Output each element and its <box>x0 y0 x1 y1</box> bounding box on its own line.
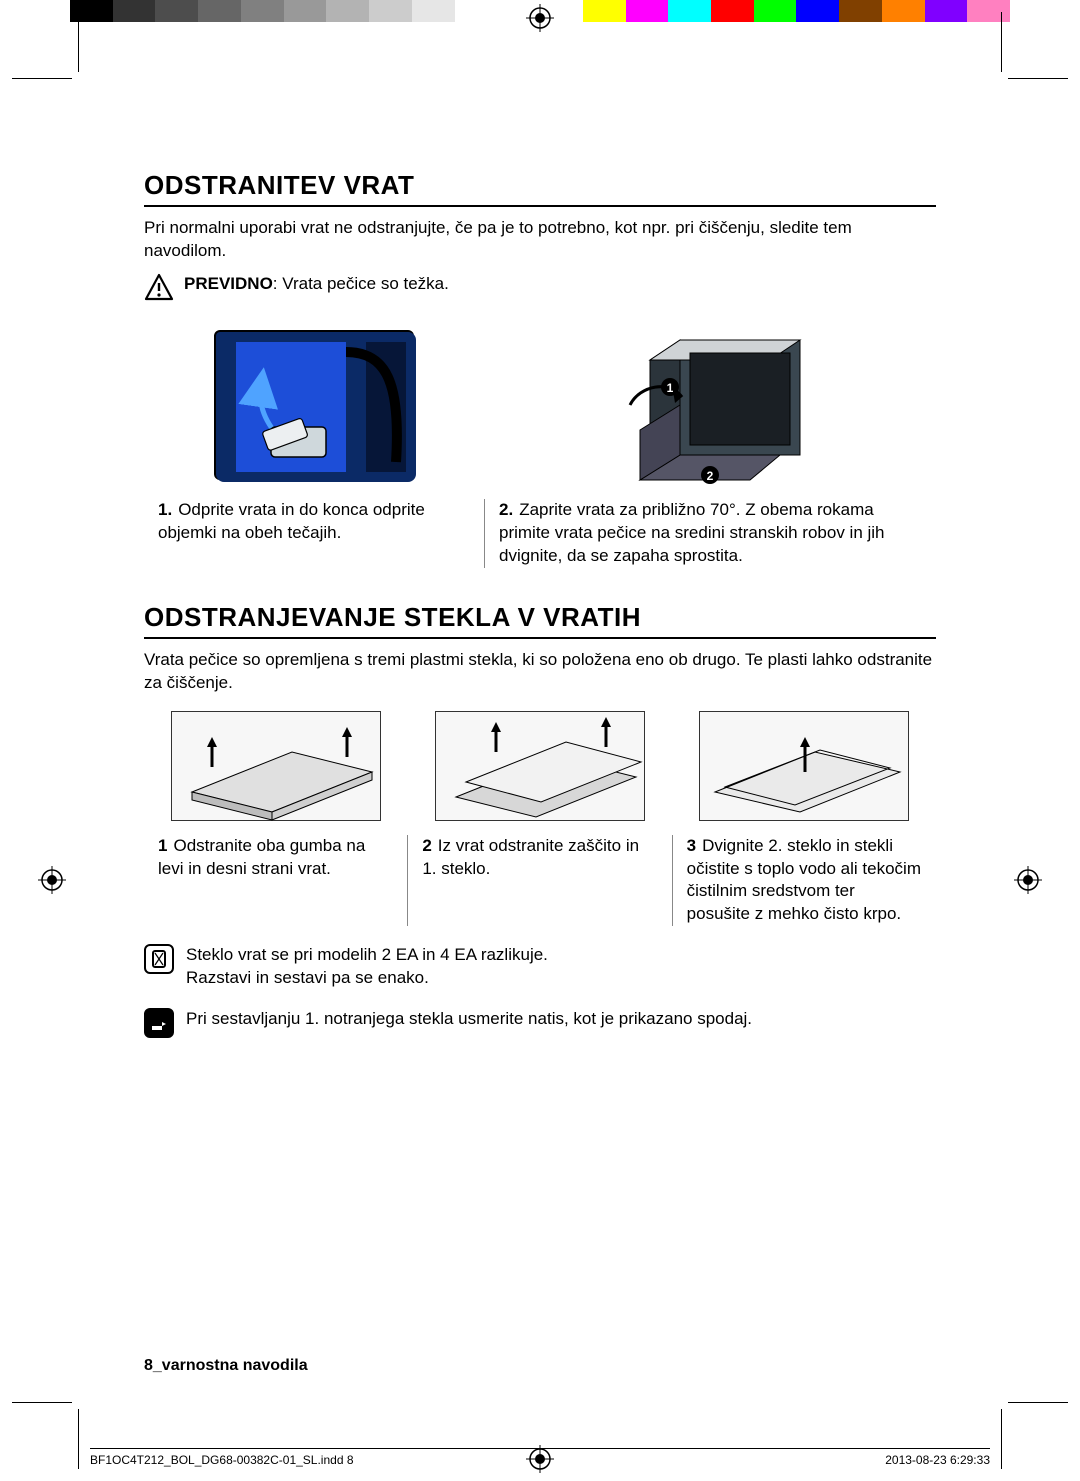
crop-mark <box>1001 12 1002 72</box>
step-number: 1 <box>158 835 167 858</box>
caution-label: PREVIDNO <box>184 274 273 293</box>
figure-hinge-illustration <box>214 330 414 480</box>
note-icon <box>144 944 174 974</box>
caution-text: PREVIDNO: Vrata pečice so težka. <box>184 273 449 296</box>
crop-mark <box>1001 1409 1002 1469</box>
step-text: Odprite vrata in do konca odprite objemk… <box>158 500 425 542</box>
crop-mark <box>12 1402 72 1403</box>
hand-point-icon <box>144 1008 174 1038</box>
note-block: Steklo vrat se pri modelih 2 EA in 4 EA … <box>144 944 936 1000</box>
figure-glass-step2 <box>435 711 645 821</box>
svg-text:2: 2 <box>707 469 714 483</box>
intro-paragraph: Pri normalni uporabi vrat ne odstranjujt… <box>144 217 936 263</box>
step-number: 2. <box>499 499 513 522</box>
note-block: Pri sestavljanju 1. notranjega stekla us… <box>144 1008 936 1041</box>
step-number: 3 <box>687 835 696 858</box>
registration-mark-icon <box>526 4 554 32</box>
figure-oven-illustration: 1 2 <box>610 325 810 485</box>
figure-row-1: 1 2 <box>144 321 936 489</box>
step-text: Iz vrat odstranite zaščito in 1. steklo. <box>422 836 639 878</box>
warning-triangle-icon <box>144 273 174 303</box>
step-text: Odstranite oba gumba na levi in desni st… <box>158 836 365 878</box>
step-number: 2 <box>422 835 431 858</box>
crop-mark <box>1008 1402 1068 1403</box>
crop-mark <box>12 78 72 79</box>
section-title: ODSTRANITEV VRAT <box>144 170 936 207</box>
figure-glass-step3 <box>699 711 909 821</box>
step-row-2: 1Odstranite oba gumba na levi in desni s… <box>144 835 936 927</box>
registration-mark-icon <box>38 866 66 894</box>
step-number: 1. <box>158 499 172 522</box>
step-text: Dvignite 2. steklo in stekli očistite s … <box>687 836 921 924</box>
crop-mark <box>78 12 79 72</box>
crop-mark <box>78 1409 79 1469</box>
page: ODSTRANITEV VRAT Pri normalni uporabi vr… <box>0 0 1080 1481</box>
slug-timestamp: 2013-08-23 6:29:33 <box>885 1453 990 1467</box>
caution-body: : Vrata pečice so težka. <box>273 274 449 293</box>
figure-row-2 <box>144 707 936 825</box>
figure-glass-step1 <box>171 711 381 821</box>
page-footer: 8_varnostna navodila <box>144 1357 308 1375</box>
step-row-1: 1.Odprite vrata in do konca odprite obje… <box>144 499 936 568</box>
intro-paragraph: Vrata pečice so opremljena s tremi plast… <box>144 649 936 695</box>
slug-filename: BF1OC4T212_BOL_DG68-00382C-01_SL.indd 8 <box>90 1453 354 1467</box>
print-slug: BF1OC4T212_BOL_DG68-00382C-01_SL.indd 8 … <box>90 1448 990 1467</box>
crop-mark <box>1008 78 1068 79</box>
note-text: Pri sestavljanju 1. notranjega stekla us… <box>186 1008 752 1031</box>
registration-mark-icon <box>1014 866 1042 894</box>
caution-row: PREVIDNO: Vrata pečice so težka. <box>144 273 936 303</box>
note-text: Steklo vrat se pri modelih 2 EA in 4 EA … <box>186 944 548 990</box>
section-title: ODSTRANJEVANJE STEKLA V VRATIH <box>144 602 936 639</box>
svg-text:1: 1 <box>667 381 674 395</box>
content-area: ODSTRANITEV VRAT Pri normalni uporabi vr… <box>144 170 936 1041</box>
step-text: Zaprite vrata za približno 70°. Z obema … <box>499 500 885 565</box>
